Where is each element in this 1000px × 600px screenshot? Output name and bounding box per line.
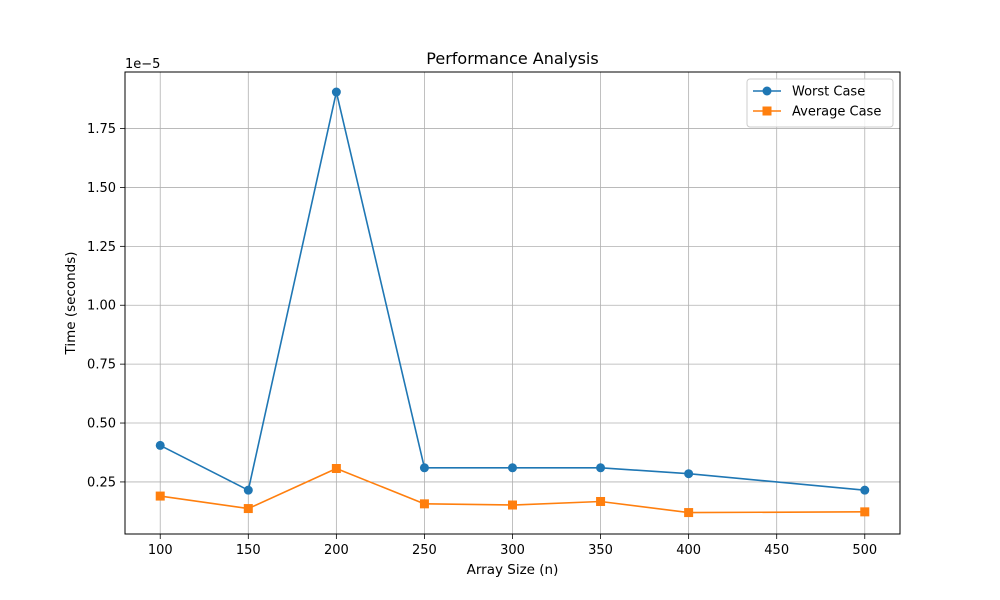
data-point-average-case [508, 500, 517, 510]
data-point-worst-case [419, 463, 429, 473]
legend-entry-worst-case: Worst Case [753, 85, 865, 100]
legend-marker-worst-case [762, 86, 772, 96]
ticks: 100 150 200 250 300 350 400 450 500 0.25 0.50 0.75 1… [87, 122, 877, 558]
y-offset-label: 1e−5 [125, 57, 160, 72]
y-axis-label: Time (seconds) [63, 251, 79, 355]
series-line-worst-case [159, 91, 865, 491]
x-axis-label: Array Size (n) [467, 562, 559, 578]
data-point-average-case [419, 499, 429, 509]
data-point-worst-case [508, 463, 517, 473]
y-tick-label: 0.50 [87, 417, 116, 432]
data-point-average-case [596, 496, 606, 506]
x-tick-label: 200 [324, 543, 349, 558]
legend-label-average-case: Average Case [792, 105, 881, 120]
y-tick-label: 1.75 [87, 122, 116, 137]
series-worst-case [155, 87, 870, 495]
x-tick-label: 250 [412, 543, 437, 558]
x-tick-label: 150 [236, 543, 261, 558]
series-layer [155, 87, 870, 518]
data-point-average-case [860, 507, 870, 517]
data-point-average-case [155, 491, 165, 501]
legend: Worst Case Average Case [746, 78, 894, 128]
data-point-average-case [243, 504, 253, 514]
y-tick-label: 0.25 [87, 475, 116, 490]
y-tick-label: 1.00 [87, 299, 116, 314]
data-point-worst-case [243, 485, 253, 495]
x-tick-label: 100 [148, 543, 173, 558]
chart-title: Performance Analysis [426, 49, 598, 68]
x-tick-label: 300 [500, 543, 525, 558]
data-point-worst-case [155, 440, 165, 450]
x-tick-label: 400 [676, 543, 701, 558]
data-point-worst-case [596, 463, 606, 473]
data-point-average-case [684, 508, 694, 518]
x-tick-label: 450 [764, 543, 789, 558]
legend-entry-average-case: Average Case [753, 105, 881, 120]
data-point-worst-case [684, 469, 694, 479]
data-point-average-case [331, 464, 341, 474]
x-tick-label: 350 [588, 543, 613, 558]
y-tick-label: 0.75 [87, 358, 116, 373]
x-tick-label: 500 [852, 543, 877, 558]
series-line-average-case [160, 467, 865, 514]
data-point-worst-case [331, 87, 341, 97]
y-tick-label: 1.50 [87, 181, 116, 196]
data-point-worst-case [860, 485, 870, 495]
legend-box [746, 78, 894, 128]
legend-label-worst-case: Worst Case [792, 85, 865, 100]
series-average-case [155, 464, 870, 518]
legend-marker-average-case [762, 106, 772, 116]
y-tick-label: 1.25 [87, 240, 116, 255]
